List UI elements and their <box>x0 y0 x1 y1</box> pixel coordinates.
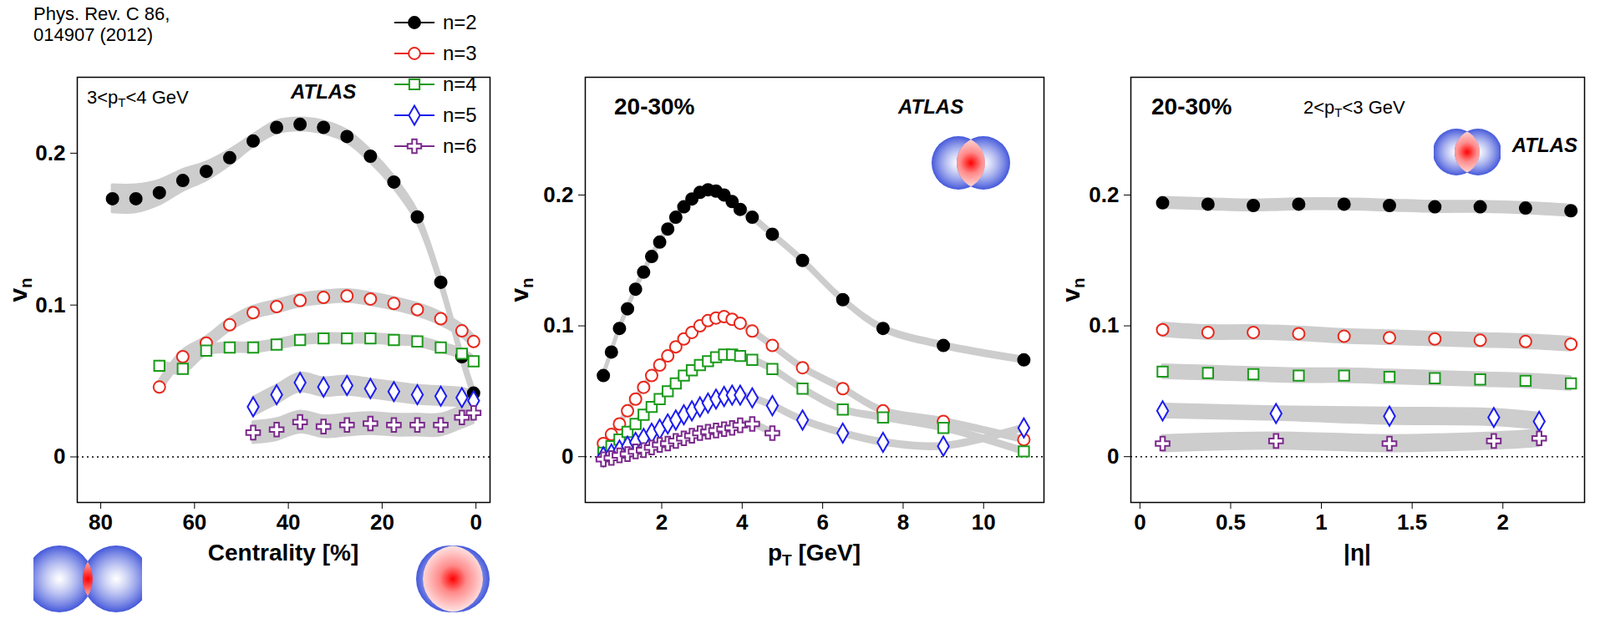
svg-text:0.1: 0.1 <box>1088 312 1119 338</box>
html-text:n=3: n=3 <box>442 41 477 64</box>
html-text:Phys. Rev. C 86, 014907 (2012): Phys. Rev. C 86, 014907 (2012) <box>33 3 170 46</box>
html-text:n=4: n=4 <box>442 72 477 95</box>
html-text:n=5: n=5 <box>442 103 477 126</box>
svg-text:0: 0 <box>53 443 66 469</box>
html-text:pT[GeV]: pT[GeV] <box>767 539 861 569</box>
svg-text:20: 20 <box>370 509 395 535</box>
svg-text:0.2: 0.2 <box>1088 182 1119 208</box>
html-text:n=6: n=6 <box>442 134 477 157</box>
html-text:v: v <box>505 287 534 302</box>
svg-text:0.2: 0.2 <box>543 182 574 208</box>
svg-text:60: 60 <box>182 509 207 535</box>
svg-text:0: 0 <box>1133 509 1146 535</box>
svg-text:0: 0 <box>469 509 482 535</box>
html-text:n=2: n=2 <box>442 10 477 34</box>
svg-text:8: 8 <box>897 509 910 535</box>
html-text:ATLAS: ATLAS <box>1512 133 1578 157</box>
html-text:ATLAS: ATLAS <box>898 95 964 118</box>
svg-text:2: 2 <box>655 509 668 535</box>
svg-text:80: 80 <box>88 509 113 535</box>
html-text:|η|: |η| <box>1343 539 1371 566</box>
html-text:v: v <box>4 287 32 302</box>
html-text:20-30%: 20-30% <box>1151 93 1232 120</box>
svg-text:4: 4 <box>736 509 749 535</box>
svg-text:0.1: 0.1 <box>543 312 574 338</box>
html-text:Centrality [%]: Centrality [%] <box>207 539 359 566</box>
html-text:v: v <box>1056 287 1085 302</box>
svg-text:2: 2 <box>1497 509 1509 535</box>
svg-text:6: 6 <box>816 509 828 535</box>
html-text:n: n <box>1069 277 1088 288</box>
svg-text:0: 0 <box>561 443 574 469</box>
svg-text:1: 1 <box>1315 509 1327 535</box>
html-text:ATLAS: ATLAS <box>290 80 357 103</box>
html-text:n: n <box>16 277 36 288</box>
svg-text:0.2: 0.2 <box>35 140 66 166</box>
svg-text:0.5: 0.5 <box>1215 509 1246 535</box>
svg-text:40: 40 <box>276 509 301 535</box>
svg-text:0: 0 <box>1107 443 1119 469</box>
html-text:3<pT<4 GeV: 3<pT<4 GeV <box>86 86 189 110</box>
svg-text:10: 10 <box>971 509 996 535</box>
html-text:n: n <box>518 277 537 288</box>
svg-text:1.5: 1.5 <box>1396 509 1428 535</box>
html-text:20-30%: 20-30% <box>614 93 695 120</box>
html-text:2<pT<3 GeV: 2<pT<3 GeV <box>1303 96 1406 120</box>
svg-text:0.1: 0.1 <box>35 291 66 317</box>
